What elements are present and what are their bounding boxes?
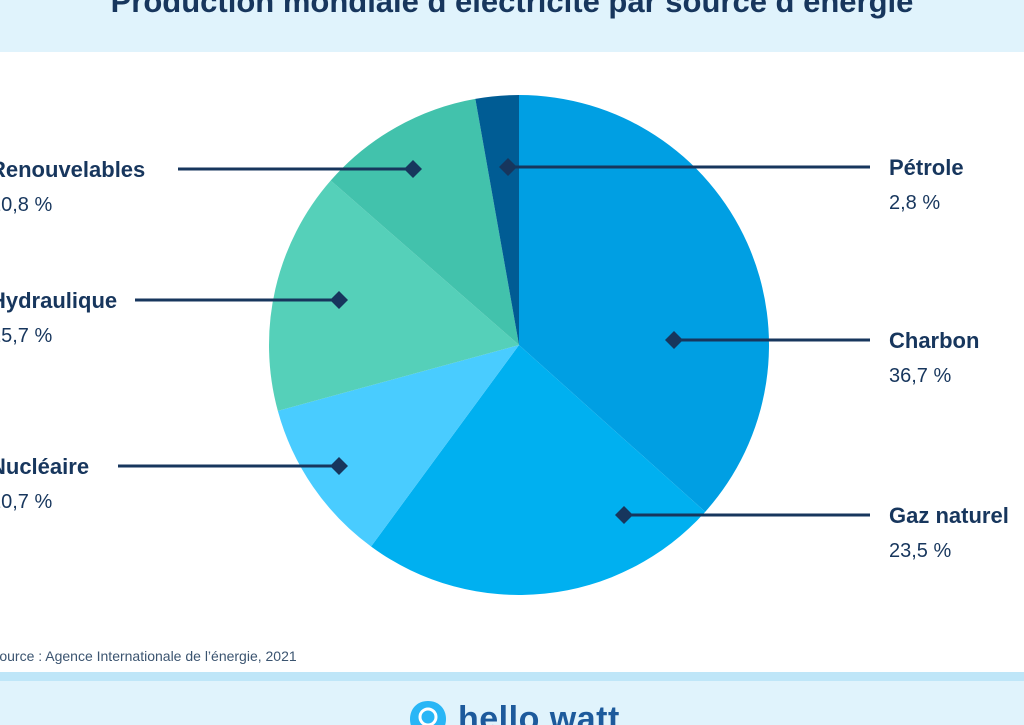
pie-chart: Charbon 36,7 % Gaz naturel 23,5 % Nucléaire 1… (0, 95, 1009, 596)
header-band (0, 0, 1024, 52)
slice-label-3: Hydraulique (0, 288, 117, 313)
footer-divider (0, 672, 1024, 681)
footer-band: hello watt (0, 681, 1024, 725)
slice-label-4: Renouvelables (0, 157, 145, 182)
slice-label-1: Gaz naturel (889, 503, 1009, 528)
leader-marker-0 (665, 331, 683, 349)
chart-title: Production mondiale d’électricité par so… (110, 0, 914, 19)
pie-slice-1 (371, 345, 706, 596)
slice-value-3: 15,7 % (0, 325, 52, 347)
logo-text: hello watt (458, 699, 620, 725)
slice-value-1: 23,5 % (889, 540, 951, 562)
pie-slice-2 (277, 345, 519, 547)
lightbulb-logo-icon (410, 701, 446, 725)
leader-marker-2 (330, 457, 348, 475)
pie-slice-0 (519, 95, 770, 512)
leader-marker-1 (615, 506, 633, 524)
leader-marker-3 (330, 291, 348, 309)
pie-slice-3 (269, 180, 519, 411)
leader-marker-4 (404, 160, 422, 178)
slice-value-0: 36,7 % (889, 365, 951, 387)
slice-value-4: 10,8 % (0, 194, 52, 216)
brand-logo[interactable]: hello watt (408, 699, 620, 725)
slice-label-2: Nucléaire (0, 454, 89, 479)
leader-marker-5 (499, 158, 517, 176)
slice-value-5: 2,8 % (889, 192, 940, 214)
pie-slice-5 (475, 95, 519, 345)
slice-value-2: 10,7 % (0, 491, 52, 513)
slice-label-5: Pétrole (889, 155, 964, 180)
source-note: Source : Agence Internationale de l’éner… (0, 648, 297, 664)
pie-slice-4 (330, 98, 519, 345)
slice-label-0: Charbon (889, 328, 979, 353)
